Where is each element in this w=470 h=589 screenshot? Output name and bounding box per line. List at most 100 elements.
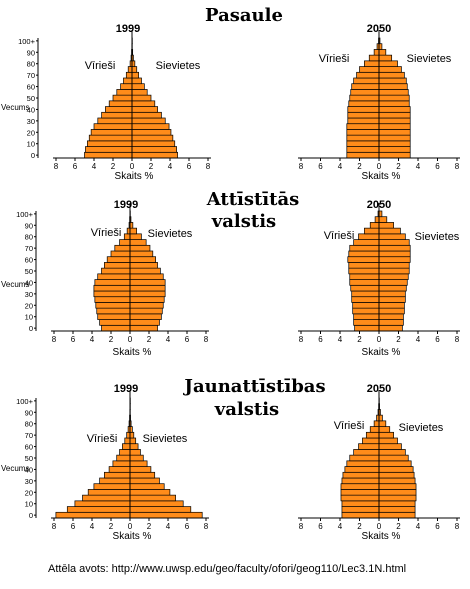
female-bar-age-90 [378, 49, 387, 56]
x-tick-label: 8 [299, 335, 304, 344]
female-bar-age-0 [131, 151, 178, 159]
female-bar-age-65 [131, 77, 142, 85]
x-tick-label: 2 [109, 522, 114, 531]
male-bar-age-60 [358, 443, 380, 450]
male-bar-age-5 [66, 506, 131, 513]
y-tick-label: 10 [25, 500, 33, 509]
x-tick-label: 6 [318, 162, 323, 171]
female-bar-age-55 [131, 89, 148, 96]
male-bar-age-30 [347, 117, 380, 125]
female-bar-age-10 [131, 140, 176, 147]
female-bar-age-5 [378, 506, 416, 513]
x-tick-label: 2 [396, 522, 401, 531]
female-bar-age-45 [378, 100, 410, 107]
x-tick-label: 0 [130, 162, 135, 171]
y-tick-label: 0 [31, 151, 35, 160]
female-bar-age-5 [131, 146, 178, 153]
female-bar-age-35 [378, 111, 411, 119]
male-bar-age-55 [350, 89, 380, 96]
y-tick-label: 60 [25, 256, 33, 265]
female-bar-age-60 [378, 256, 411, 263]
female-bar-age-65 [129, 437, 137, 445]
male-bar-age-30 [99, 477, 131, 485]
x-tick-label: 0 [128, 522, 133, 531]
female-bar-age-80 [378, 420, 387, 427]
female-bar-age-10 [129, 313, 162, 320]
female-bar-age-55 [378, 262, 410, 269]
female-bar-age-40 [378, 106, 411, 113]
male-bar-age-30 [351, 290, 380, 298]
y-tick-label: 10 [25, 313, 33, 322]
female-bar-age-5 [378, 146, 411, 153]
male-bar-age-35 [93, 284, 131, 292]
chart-year-title: 1999 [116, 23, 140, 35]
male-bar-age-5 [346, 146, 380, 153]
female-bar-age-50 [378, 454, 409, 462]
male-bar-age-10 [346, 140, 380, 147]
female-bar-age-15 [131, 134, 174, 142]
male-bar-age-10 [74, 500, 131, 507]
x-tick-label: 6 [71, 335, 76, 344]
male-bar-age-75 [119, 239, 131, 246]
female-bar-age-10 [378, 140, 411, 147]
y-tick-label: 50 [27, 94, 35, 103]
female-bar-age-60 [131, 83, 145, 90]
x-tick-label: 4 [416, 522, 421, 531]
y-tick-label: 30 [27, 117, 35, 126]
x-tick-label: 0 [377, 335, 382, 344]
male-bar-age-70 [125, 71, 133, 79]
male-bar-age-0 [346, 151, 380, 159]
male-bar-age-70 [126, 431, 131, 439]
male-bar-age-65 [362, 437, 380, 445]
x-tick-label: 8 [204, 522, 209, 531]
male-bar-age-65 [353, 77, 380, 85]
male-bar-age-35 [350, 284, 380, 292]
male-bar-age-60 [351, 83, 380, 90]
x-tick-label: 8 [52, 335, 57, 344]
y-tick-label: 100+ [18, 37, 36, 46]
female-bar-age-45 [378, 460, 412, 467]
male-bar-age-15 [96, 307, 131, 315]
male-bar-age-30 [93, 290, 131, 298]
x-tick-label: 4 [338, 522, 343, 531]
x-tick-label: 2 [147, 335, 152, 344]
female-bar-age-0 [129, 511, 203, 519]
y-tick-label: 70 [25, 244, 33, 253]
male-bar-age-45 [112, 460, 131, 467]
x-tick-label: 4 [338, 335, 343, 344]
male-bar-age-70 [349, 244, 380, 252]
y-tick-label: 20 [25, 301, 33, 310]
male-bar-age-70 [365, 431, 380, 439]
y-tick-label: 40 [27, 105, 35, 114]
females-label: Sievietes [148, 228, 193, 240]
female-bar-age-50 [129, 454, 144, 462]
female-bar-age-85 [129, 227, 138, 235]
female-bar-age-20 [129, 302, 164, 309]
males-label: Vīrieši [319, 53, 350, 65]
male-bar-age-20 [352, 302, 380, 309]
female-bar-age-5 [129, 319, 160, 326]
x-tick-label: 8 [54, 162, 59, 171]
female-bar-age-30 [378, 290, 406, 298]
male-bar-age-95 [374, 216, 380, 223]
x-tick-label: 8 [455, 162, 460, 171]
x-tick-label: 2 [149, 162, 154, 171]
y-tick-label: 40 [25, 465, 33, 474]
female-bar-age-35 [129, 284, 166, 292]
male-bar-age-90 [369, 222, 380, 229]
female-bar-age-60 [129, 443, 139, 450]
female-bar-age-25 [129, 296, 165, 303]
female-bar-age-20 [378, 129, 411, 136]
male-bar-age-35 [347, 111, 380, 119]
x-tick-label: 6 [435, 162, 440, 171]
females-label: Sievietes [143, 433, 188, 445]
x-tick-label: 4 [168, 162, 173, 171]
female-bar-age-80 [378, 60, 398, 67]
x-tick-label: 4 [166, 335, 171, 344]
x-tick-label: 6 [435, 522, 440, 531]
male-bar-age-35 [101, 111, 133, 119]
female-bar-age-30 [378, 477, 416, 485]
male-bar-age-65 [124, 437, 131, 445]
female-bar-age-45 [129, 460, 148, 467]
male-bar-age-55 [119, 449, 131, 456]
